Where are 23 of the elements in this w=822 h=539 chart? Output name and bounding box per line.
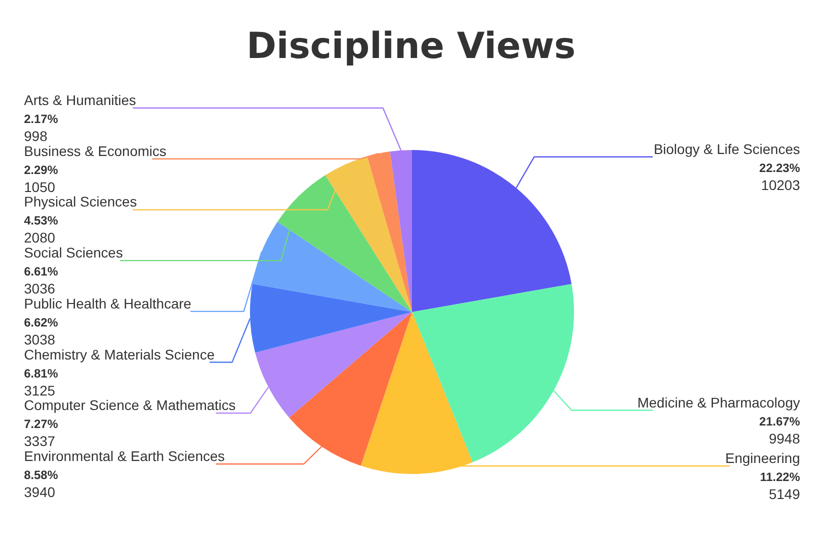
data-label: 6.61% 3036 <box>24 264 58 297</box>
slice-label: Environmental & Earth Sciences <box>24 448 225 464</box>
data-label: 22.23% 10203 <box>759 160 800 193</box>
data-label: 8.58% 3940 <box>24 468 58 500</box>
chart-title: Discipline Views <box>246 26 576 67</box>
data-label: 21.67% 9948 <box>759 414 800 446</box>
slice-label: Biology & Life Sciences <box>654 140 800 157</box>
slice-label: Physical Sciences <box>24 194 137 210</box>
slice-label: Chemistry & Materials Science <box>24 346 215 362</box>
slice-label: Business & Economics <box>24 142 166 159</box>
data-label: 11.22% 5149 <box>760 470 800 502</box>
data-label: 6.62% 3038 <box>24 315 58 348</box>
data-label: 2.17% 998 <box>24 112 58 144</box>
slice-label: Computer Science & Mathematics <box>24 397 236 414</box>
data-label: 4.53% 2080 <box>24 214 58 246</box>
slice-label: Social Sciences <box>24 244 123 261</box>
slice-label: Public Health & Healthcare <box>24 295 192 312</box>
slice-label: Engineering <box>725 450 800 466</box>
data-label: 2.29% 1050 <box>24 162 58 195</box>
data-label: 7.27% 3337 <box>24 417 58 450</box>
slice-label: Arts & Humanities <box>24 92 136 108</box>
data-label: 6.81% 3125 <box>24 366 58 398</box>
slice-label: Medicine & Pharmacology <box>637 394 800 410</box>
